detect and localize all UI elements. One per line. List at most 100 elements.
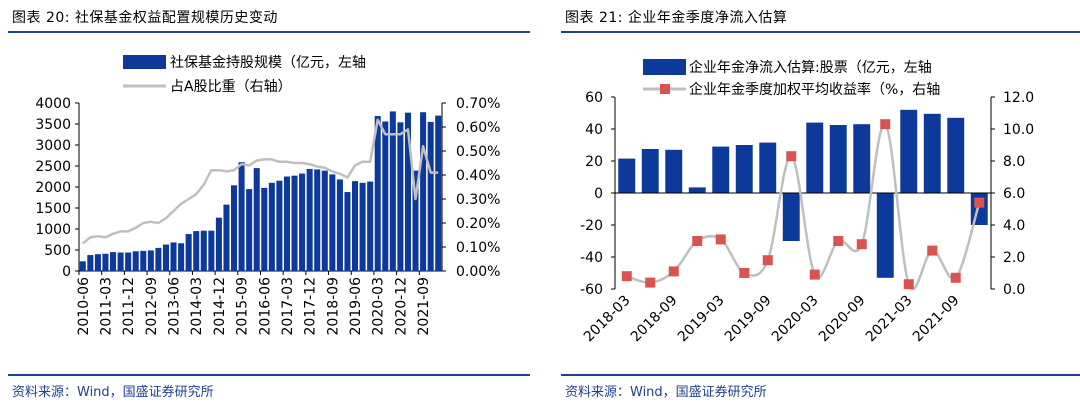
bar bbox=[397, 122, 404, 271]
x-tick-label: 2020-03 bbox=[769, 293, 822, 346]
series-marker bbox=[880, 119, 891, 130]
y-tick-label-left: -60 bbox=[580, 282, 603, 298]
bar bbox=[162, 244, 169, 271]
x-tick-label: 2018-09 bbox=[325, 277, 341, 336]
source-note: 资料来源：Wind，国盛证券研究所 bbox=[12, 385, 214, 400]
y-tick-label-left: 1500 bbox=[35, 201, 71, 217]
bar bbox=[759, 142, 777, 193]
y-tick-label-right: 0.10% bbox=[456, 240, 500, 256]
bar bbox=[427, 121, 434, 272]
x-tick-label: 2010-06 bbox=[76, 277, 92, 336]
y-tick-label-left: 500 bbox=[44, 243, 71, 259]
y-tick-label-left: 2500 bbox=[35, 159, 71, 175]
series-marker bbox=[715, 234, 726, 245]
legend-label: 企业年金季度加权平均收益率（%，右轴 bbox=[689, 81, 940, 98]
chart-panel-right: 图表 21: 企业年金季度净流入估算 -60 -40 -20 0 20 40 60 0.0 2.… bbox=[553, 0, 1080, 415]
x-tick-label: 2019-09 bbox=[722, 293, 775, 346]
series-marker bbox=[950, 272, 961, 283]
bar bbox=[193, 231, 200, 271]
y-tick-label-right: 0.50% bbox=[456, 144, 500, 160]
y-tick-label-left: 0 bbox=[594, 186, 603, 202]
bar bbox=[200, 230, 207, 271]
bar bbox=[435, 115, 442, 271]
bar bbox=[923, 113, 941, 193]
legend-swatch-bar bbox=[123, 55, 166, 69]
y-tick-label-right: 0.0 bbox=[1003, 282, 1025, 298]
y-tick-label-right: 0.00% bbox=[456, 264, 500, 280]
bar bbox=[412, 170, 419, 271]
y-tick-label-right: 0.70% bbox=[456, 96, 500, 112]
bar bbox=[268, 182, 275, 271]
legend-swatch-bar bbox=[643, 59, 686, 75]
y-tick-label-left: 3000 bbox=[35, 138, 71, 154]
bar bbox=[238, 162, 245, 271]
series-marker bbox=[762, 255, 773, 266]
x-tick-label: 2015-09 bbox=[235, 277, 251, 336]
bar bbox=[125, 252, 132, 271]
y-tick-label-left: 0 bbox=[62, 264, 71, 280]
y-tick-label-right: 4.0 bbox=[1003, 218, 1025, 234]
source-note: 资料来源：Wind，国盛证券研究所 bbox=[565, 385, 767, 400]
x-tick-label: 2013-06 bbox=[167, 277, 183, 336]
bar bbox=[147, 250, 154, 271]
bar bbox=[876, 193, 894, 278]
bar bbox=[359, 182, 366, 271]
series-marker bbox=[645, 277, 656, 288]
x-tick-label: 2018-03 bbox=[581, 293, 634, 346]
x-tick-label: 2020-09 bbox=[816, 293, 869, 346]
y-tick-label-left: 40 bbox=[585, 122, 603, 138]
x-tick-label: 2019-03 bbox=[675, 293, 728, 346]
chart-title: 图表 21: 企业年金季度净流入估算 bbox=[565, 10, 788, 26]
bar bbox=[374, 116, 381, 272]
y-tick-label-right: 2.0 bbox=[1003, 250, 1025, 266]
title-rule bbox=[561, 31, 1080, 33]
bar bbox=[223, 204, 230, 271]
chart-title: 图表 20: 社保基金权益配置规模历史变动 bbox=[12, 10, 278, 26]
bar bbox=[321, 170, 328, 271]
y-tick-label-right: 12.0 bbox=[1003, 90, 1034, 106]
bar bbox=[87, 255, 94, 271]
bar bbox=[900, 109, 918, 193]
legend-label: 占A股比重（右轴） bbox=[170, 79, 292, 95]
x-tick-label: 2020-12 bbox=[393, 277, 409, 336]
bar bbox=[110, 252, 117, 271]
bar bbox=[806, 122, 824, 193]
bar bbox=[420, 112, 427, 272]
bar bbox=[132, 251, 139, 271]
bar bbox=[306, 168, 313, 271]
series-marker bbox=[786, 151, 797, 162]
y-tick-label-right: 0.20% bbox=[456, 216, 500, 232]
bar bbox=[283, 176, 290, 271]
bar bbox=[261, 187, 268, 271]
y-tick-label-left: -20 bbox=[580, 218, 603, 234]
chart-left: 0 500 1000 1500 2000 2500 3000 3500 4000 0.00% 0.1… bbox=[35, 54, 500, 336]
x-tick-label: 2016-06 bbox=[257, 277, 273, 336]
bar bbox=[185, 234, 192, 271]
bar bbox=[735, 145, 753, 193]
y-tick-label-left: 3500 bbox=[35, 117, 71, 133]
bar bbox=[79, 261, 86, 271]
x-tick-label: 2021-03 bbox=[863, 293, 916, 346]
bar bbox=[404, 112, 411, 271]
bar bbox=[170, 242, 177, 271]
series-marker bbox=[927, 245, 938, 256]
y-tick-label-right: 0.60% bbox=[456, 120, 500, 136]
bar bbox=[641, 149, 659, 193]
title-rule bbox=[8, 31, 530, 33]
bar bbox=[314, 169, 321, 271]
bar bbox=[336, 179, 343, 271]
bar bbox=[382, 121, 389, 271]
y-tick-label-right: 8.0 bbox=[1003, 154, 1025, 170]
y-tick-label-left: 1000 bbox=[35, 222, 71, 238]
x-tick-label: 2021-09 bbox=[910, 293, 963, 346]
x-tick-label: 2020-03 bbox=[371, 277, 387, 336]
bar bbox=[853, 124, 871, 193]
x-tick-label: 2019-06 bbox=[348, 277, 364, 336]
series-marker bbox=[903, 279, 914, 290]
x-tick-label: 2017-03 bbox=[280, 277, 296, 336]
series-marker bbox=[739, 268, 750, 278]
y-tick-label-right: 0.30% bbox=[456, 192, 500, 208]
series-marker bbox=[668, 266, 679, 277]
x-tick-label: 2021-09 bbox=[416, 277, 432, 336]
x-tick-label: 2014-12 bbox=[212, 277, 228, 336]
